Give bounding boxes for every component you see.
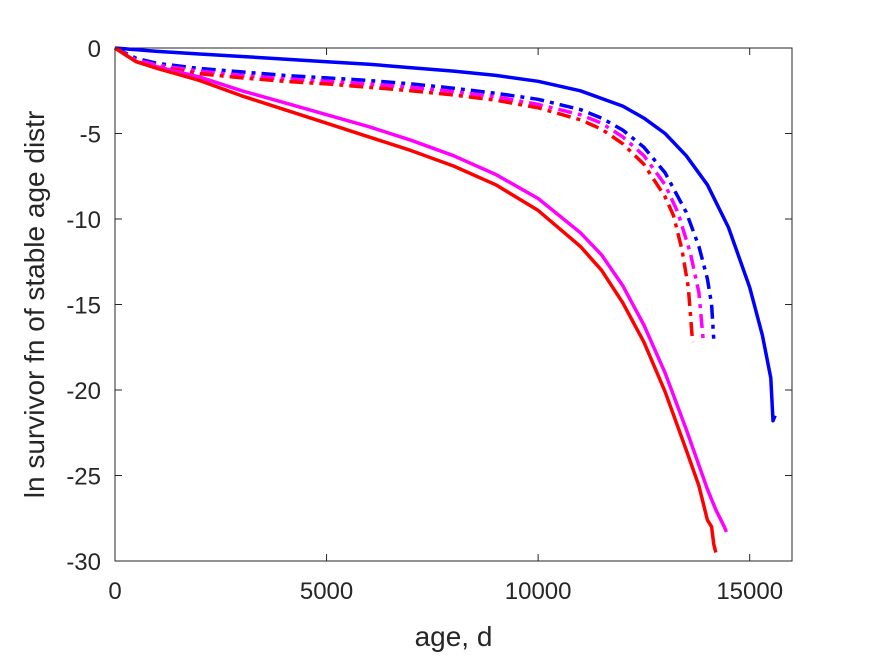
y-tick-label: -20 bbox=[66, 378, 101, 405]
y-tick-label: 0 bbox=[88, 36, 101, 63]
series-line-6 bbox=[114, 46, 718, 553]
series-line-3 bbox=[114, 46, 705, 339]
y-tick-label: -15 bbox=[66, 293, 101, 320]
series-line-5 bbox=[114, 46, 729, 533]
y-axis-label: ln survivor fn of stable age distr bbox=[19, 111, 50, 499]
series-line-2 bbox=[114, 46, 716, 339]
x-axis: 0 5000 10000 15000 bbox=[108, 48, 783, 605]
series-line-1 bbox=[114, 46, 777, 423]
y-tick-label: -5 bbox=[80, 122, 101, 149]
y-tick-label: -10 bbox=[66, 207, 101, 234]
y-axis: 0 -5 -10 -15 -20 -25 -30 bbox=[66, 36, 792, 576]
series-line-4 bbox=[114, 46, 695, 343]
x-tick-label: 10000 bbox=[505, 578, 572, 605]
y-tick-label: -30 bbox=[66, 549, 101, 576]
series-layer bbox=[114, 46, 777, 553]
x-tick-label: 5000 bbox=[300, 578, 353, 605]
x-axis-label: age, d bbox=[415, 621, 493, 652]
x-tick-label: 0 bbox=[108, 578, 121, 605]
x-tick-label: 15000 bbox=[716, 578, 783, 605]
y-tick-label: -25 bbox=[66, 464, 101, 491]
